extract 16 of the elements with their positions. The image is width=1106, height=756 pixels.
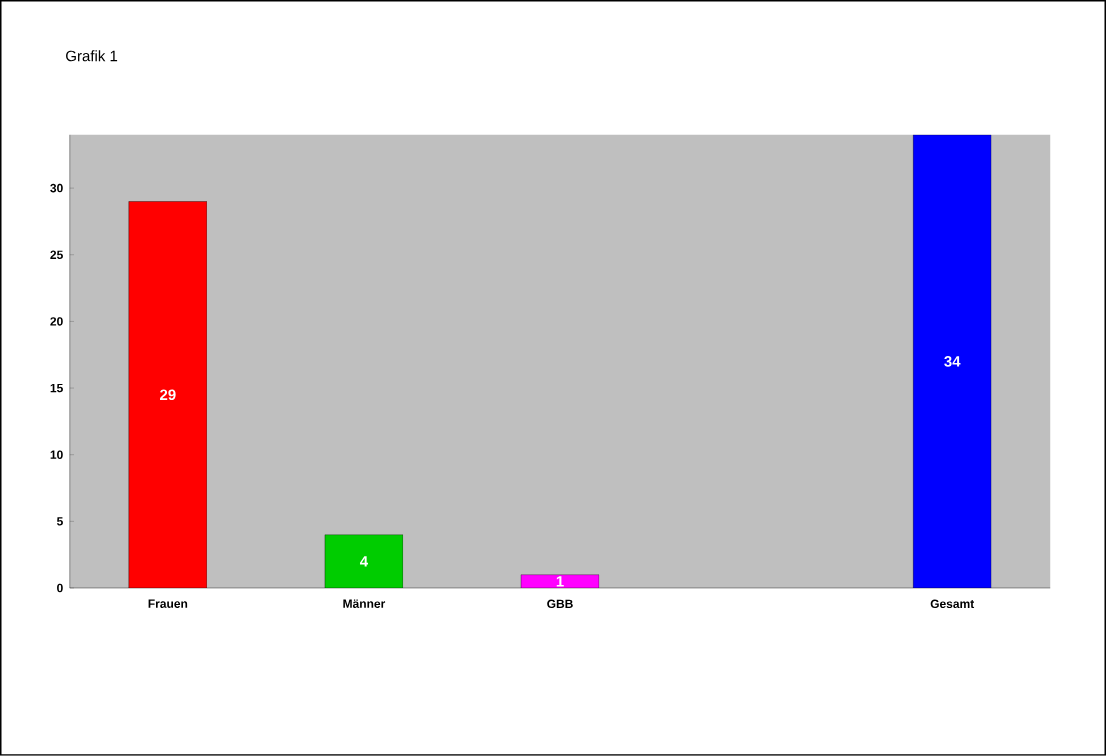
y-tick-label: 10 bbox=[50, 450, 63, 460]
y-tick-label: 25 bbox=[50, 250, 63, 260]
data-label: 34 bbox=[944, 356, 961, 367]
y-tick-label: 0 bbox=[57, 583, 63, 593]
x-tick-label: Gesamt bbox=[930, 599, 975, 609]
chart-title: Grafik 1 bbox=[66, 50, 118, 62]
data-label: 1 bbox=[556, 576, 564, 587]
y-tick-label: 5 bbox=[56, 517, 63, 526]
x-tick-label: GBB bbox=[547, 599, 573, 609]
y-tick-label: 30 bbox=[50, 183, 63, 193]
data-label: 4 bbox=[359, 556, 369, 567]
data-label: 29 bbox=[160, 389, 176, 401]
y-tick-label: 20 bbox=[50, 317, 63, 326]
y-tick-label: 15 bbox=[50, 383, 63, 393]
x-tick-label: Männer bbox=[343, 599, 386, 609]
x-tick-label: Frauen bbox=[148, 599, 188, 608]
